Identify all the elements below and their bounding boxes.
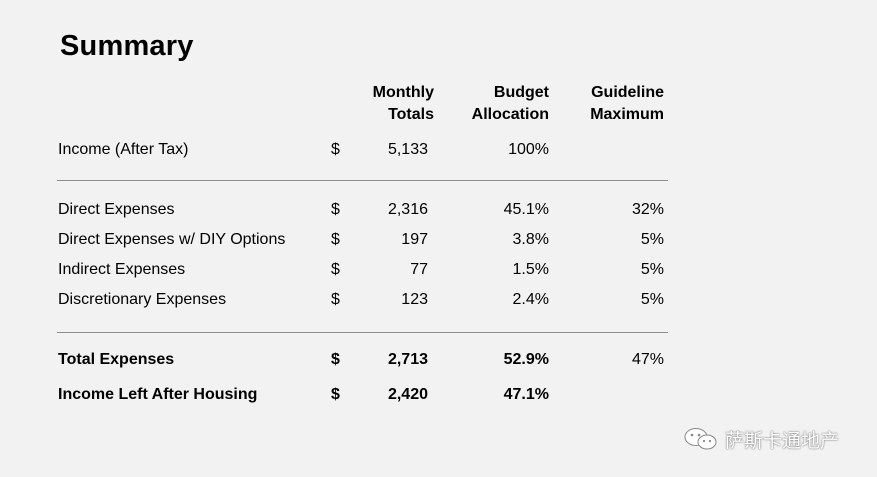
currency-symbol: $: [331, 231, 340, 248]
table-row: Direct Expenses w/ DIY Options $ 197 3.8…: [0, 228, 877, 252]
currency-symbol: $: [331, 386, 340, 403]
table-row: Indirect Expenses $ 77 1.5% 5%: [0, 258, 877, 282]
currency-symbol: $: [331, 141, 340, 158]
monthly-total: 197: [401, 231, 428, 248]
guideline-maximum: 5%: [640, 261, 664, 278]
divider-top: [57, 180, 668, 181]
header-guideline-maximum: Guideline Maximum: [590, 84, 664, 123]
monthly-total: 77: [410, 261, 428, 278]
income-row: Income (After Tax) $ 5,133 100%: [0, 138, 877, 162]
header-budget-allocation: Budget Allocation: [471, 84, 549, 123]
watermark-text: 萨斯卡通地产: [725, 429, 840, 452]
monthly-total: 2,420: [387, 386, 428, 403]
row-label: Indirect Expenses: [58, 261, 186, 278]
header-monthly-totals: Monthly Totals: [372, 84, 434, 123]
guideline-maximum: 5%: [640, 291, 664, 308]
income-left-row: Income Left After Housing $ 2,420 47.1%: [0, 383, 877, 407]
page-title: Summary: [60, 30, 194, 62]
wechat-icon: [684, 428, 717, 450]
budget-allocation: 3.8%: [512, 231, 549, 248]
row-label: Direct Expenses: [58, 201, 175, 218]
watermark: 萨斯卡通地产: [683, 426, 839, 452]
currency-symbol: $: [331, 261, 340, 278]
row-label: Discretionary Expenses: [58, 291, 227, 308]
budget-allocation: 52.9%: [503, 351, 549, 368]
monthly-total: 123: [401, 291, 428, 308]
budget-allocation: 100%: [508, 141, 549, 158]
budget-allocation: 1.5%: [512, 261, 549, 278]
table-row: Discretionary Expenses $ 123 2.4% 5%: [0, 288, 877, 312]
table-row: Direct Expenses $ 2,316 45.1% 32%: [0, 198, 877, 222]
divider-bottom: [57, 332, 668, 333]
currency-symbol: $: [331, 201, 340, 218]
row-label: Income Left After Housing: [58, 386, 258, 403]
monthly-total: 2,316: [387, 201, 428, 218]
total-expenses-row: Total Expenses $ 2,713 52.9% 47%: [0, 348, 877, 372]
row-label: Direct Expenses w/ DIY Options: [58, 231, 286, 248]
guideline-maximum: 5%: [640, 231, 664, 248]
guideline-maximum: 32%: [631, 201, 664, 218]
guideline-maximum: 47%: [631, 351, 664, 368]
row-label: Income (After Tax): [58, 141, 189, 158]
budget-allocation: 45.1%: [503, 201, 549, 218]
monthly-total: 2,713: [387, 351, 428, 368]
currency-symbol: $: [331, 351, 340, 368]
budget-allocation: 2.4%: [512, 291, 549, 308]
budget-allocation: 47.1%: [503, 386, 549, 403]
row-label: Total Expenses: [58, 351, 175, 368]
monthly-total: 5,133: [387, 141, 428, 158]
currency-symbol: $: [331, 291, 340, 308]
